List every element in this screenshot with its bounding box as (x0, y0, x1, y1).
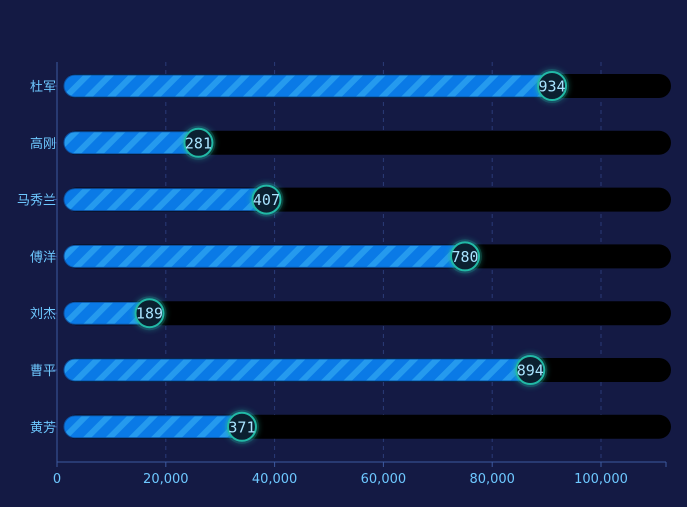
marker-circle (183, 127, 214, 158)
marker-circle (450, 241, 480, 272)
y-tick-label: 傅洋 (30, 250, 56, 265)
bar (63, 358, 531, 382)
bars (63, 74, 671, 439)
axes: 0 20,000 40,000 60,000 80,000 100,000 杜军高刚马秀兰傅… (17, 62, 667, 487)
marker-label: 371 (228, 418, 255, 436)
x-tick-label: 60,000 (361, 472, 407, 487)
x-tick-label: 80,000 (469, 472, 515, 487)
bar-track (64, 130, 671, 155)
marker-label: 934 (538, 78, 565, 96)
y-tick-label: 高刚 (30, 136, 56, 152)
bar (63, 244, 466, 268)
bar (63, 74, 553, 98)
y-tick-label: 杜军 (30, 80, 56, 95)
x-tick-label: 20,000 (143, 472, 189, 487)
x-tick-label: 40,000 (252, 472, 298, 487)
x-tick-label: 0 (53, 472, 61, 487)
y-tick-label: 曹平 (30, 364, 56, 379)
marker-label: 407 (253, 191, 280, 209)
marker-circle (134, 298, 165, 329)
bar (63, 188, 267, 212)
marker-circle (251, 184, 282, 215)
marker-label: 281 (185, 134, 212, 152)
marker-circle (226, 411, 257, 442)
bar-track (64, 301, 671, 326)
marker-label: 189 (136, 305, 163, 323)
value-markers: 934 281 407 780 189 894 371 (132, 69, 570, 444)
bar (63, 131, 199, 155)
y-tick-label: 刘杰 (30, 307, 56, 322)
y-tick-label: 马秀兰 (17, 194, 56, 209)
marker-circle (537, 71, 568, 101)
y-tick-label: 黄芳 (30, 421, 56, 436)
bar (63, 415, 243, 439)
marker-label: 894 (517, 362, 544, 380)
marker-circle (515, 355, 546, 385)
x-tick-label: 100,000 (574, 472, 628, 487)
marker-label: 780 (451, 248, 478, 266)
